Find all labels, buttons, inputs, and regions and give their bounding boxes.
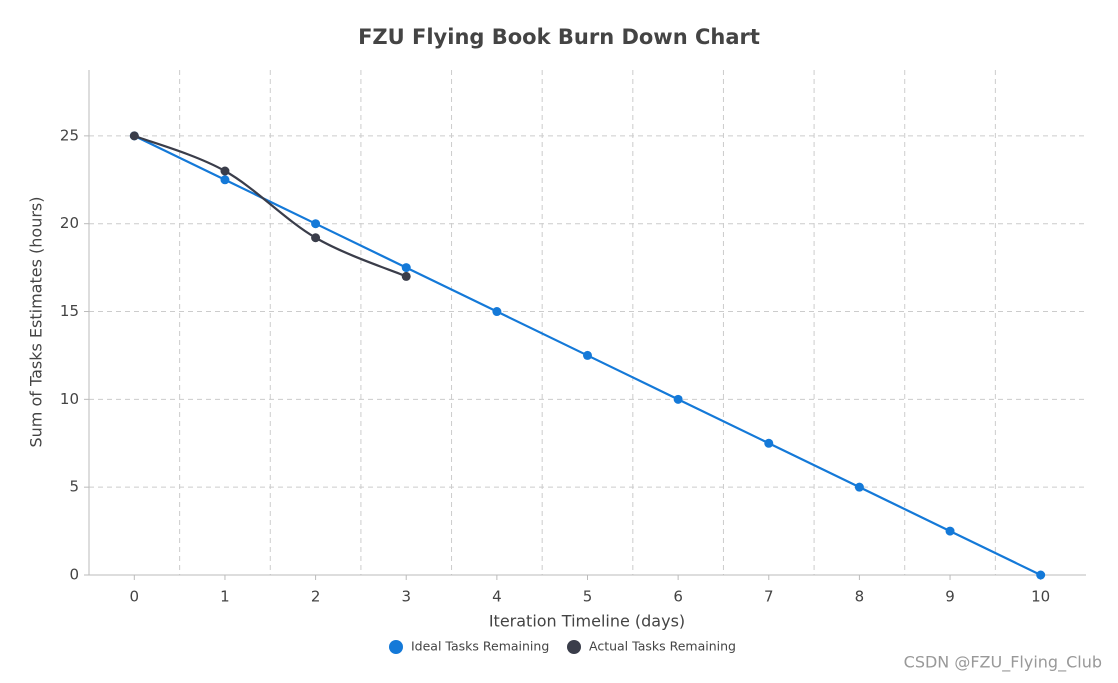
x-tick-label: 6 <box>673 588 683 606</box>
data-point <box>673 394 683 404</box>
y-tick-label: 20 <box>60 214 79 232</box>
y-tick-label: 0 <box>69 566 79 584</box>
y-tick-label: 5 <box>69 478 79 496</box>
data-point <box>220 175 230 185</box>
x-tick-label: 10 <box>1031 588 1050 606</box>
x-tick-label: 3 <box>401 588 411 606</box>
legend-marker <box>389 640 403 654</box>
watermark: CSDN @FZU_Flying_Club <box>904 653 1102 673</box>
x-axis-label: Iteration Timeline (days) <box>489 612 685 631</box>
series-line <box>133 134 407 278</box>
data-point <box>220 166 230 176</box>
data-point <box>492 307 502 317</box>
chart-title: FZU Flying Book Burn Down Chart <box>358 25 760 49</box>
x-tick-label: 2 <box>311 588 321 606</box>
y-axis-label: Sum of Tasks Estimates (hours) <box>27 197 46 448</box>
data-point <box>1036 570 1046 580</box>
x-tick-label: 1 <box>220 588 230 606</box>
y-tick-label: 15 <box>60 302 79 320</box>
data-point <box>854 482 864 492</box>
data-point <box>311 233 321 243</box>
data-point <box>764 438 774 448</box>
data-point <box>401 271 411 281</box>
legend-marker <box>567 640 581 654</box>
x-tick-label: 0 <box>130 588 140 606</box>
legend-label: Actual Tasks Remaining <box>589 639 736 654</box>
data-point <box>583 350 592 360</box>
x-tick-label: 5 <box>583 588 593 606</box>
data-point <box>945 526 955 536</box>
data-point <box>311 219 321 229</box>
data-point <box>129 131 139 141</box>
y-tick-label: 10 <box>60 390 79 408</box>
legend-label: Ideal Tasks Remaining <box>411 639 549 654</box>
x-tick-label: 9 <box>945 588 955 606</box>
x-tick-label: 8 <box>855 588 865 606</box>
x-tick-label: 7 <box>764 588 774 606</box>
data-point <box>401 263 411 273</box>
y-tick-label: 25 <box>60 126 79 144</box>
x-tick-label: 4 <box>492 588 502 606</box>
